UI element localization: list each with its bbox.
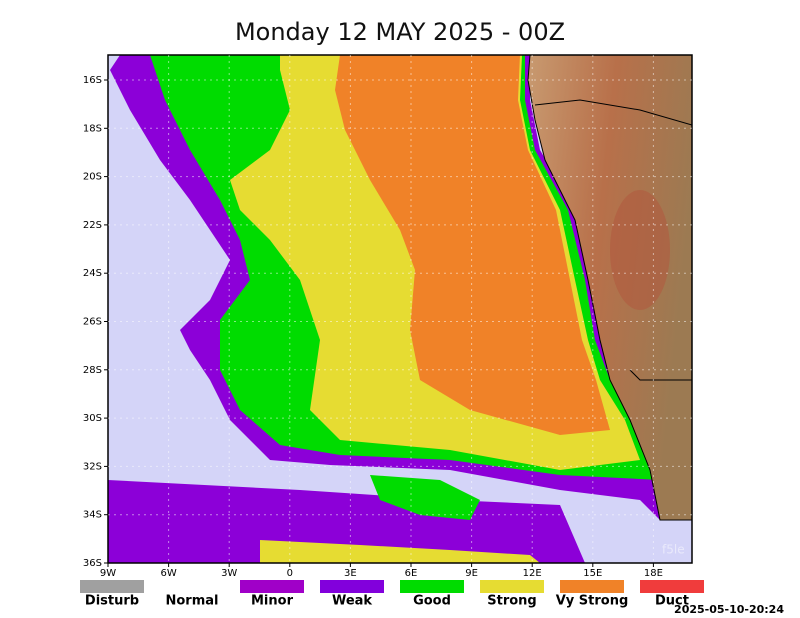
highlands — [610, 190, 670, 310]
legend-swatch — [480, 580, 544, 593]
lat-label: 34S — [83, 510, 102, 521]
lon-label: 6E — [405, 568, 418, 579]
map-frame — [107, 54, 693, 564]
lon-label: 15E — [583, 568, 602, 579]
legend-label: Disturb — [85, 594, 139, 609]
lon-label: 0 — [287, 568, 293, 579]
legend-label: Minor — [251, 594, 294, 609]
timestamp: 2025-05-10-20:24 — [674, 603, 784, 616]
lat-label: 30S — [83, 413, 102, 424]
legend-swatch — [240, 580, 304, 593]
border — [629, 369, 692, 381]
lat-label: 32S — [83, 461, 102, 472]
lat-label: 28S — [83, 365, 102, 376]
lon-label: 3E — [344, 568, 357, 579]
lon-label: 12E — [523, 568, 542, 579]
lon-label: 6W — [160, 568, 176, 579]
lon-label: 9W — [100, 568, 116, 579]
legend-swatch — [560, 580, 624, 593]
lon-label: 18E — [644, 568, 663, 579]
lat-label: 26S — [83, 317, 102, 328]
lat-label: 22S — [83, 220, 102, 231]
legend-label: Good — [413, 594, 451, 609]
border — [534, 99, 692, 126]
legend-label: Vy Strong — [556, 594, 629, 609]
title: Monday 12 MAY 2025 - 00Z — [235, 18, 565, 46]
legend-swatch — [80, 580, 144, 593]
legend-swatch — [640, 580, 704, 593]
land — [527, 55, 692, 521]
lat-label: 18S — [83, 123, 102, 134]
lat-label: 24S — [83, 268, 102, 279]
legend-swatch — [400, 580, 464, 593]
lat-label: 20S — [83, 172, 102, 183]
legend-label: Weak — [332, 594, 372, 609]
lat-label: 16S — [83, 75, 102, 86]
lon-label: 9E — [465, 568, 478, 579]
lat-label: 36S — [83, 558, 102, 569]
very-strong-zone — [335, 55, 610, 435]
map-area — [108, 55, 692, 563]
legend-swatch — [160, 580, 224, 593]
legend-label: Normal — [166, 594, 219, 609]
strong-band-south — [260, 540, 540, 563]
lon-label: 3W — [221, 568, 237, 579]
watermark: f5le — [662, 543, 685, 557]
legend-label: Strong — [487, 594, 536, 609]
legend-label: Duct — [655, 594, 689, 609]
legend-swatch — [320, 580, 384, 593]
good-band-south — [370, 475, 480, 520]
